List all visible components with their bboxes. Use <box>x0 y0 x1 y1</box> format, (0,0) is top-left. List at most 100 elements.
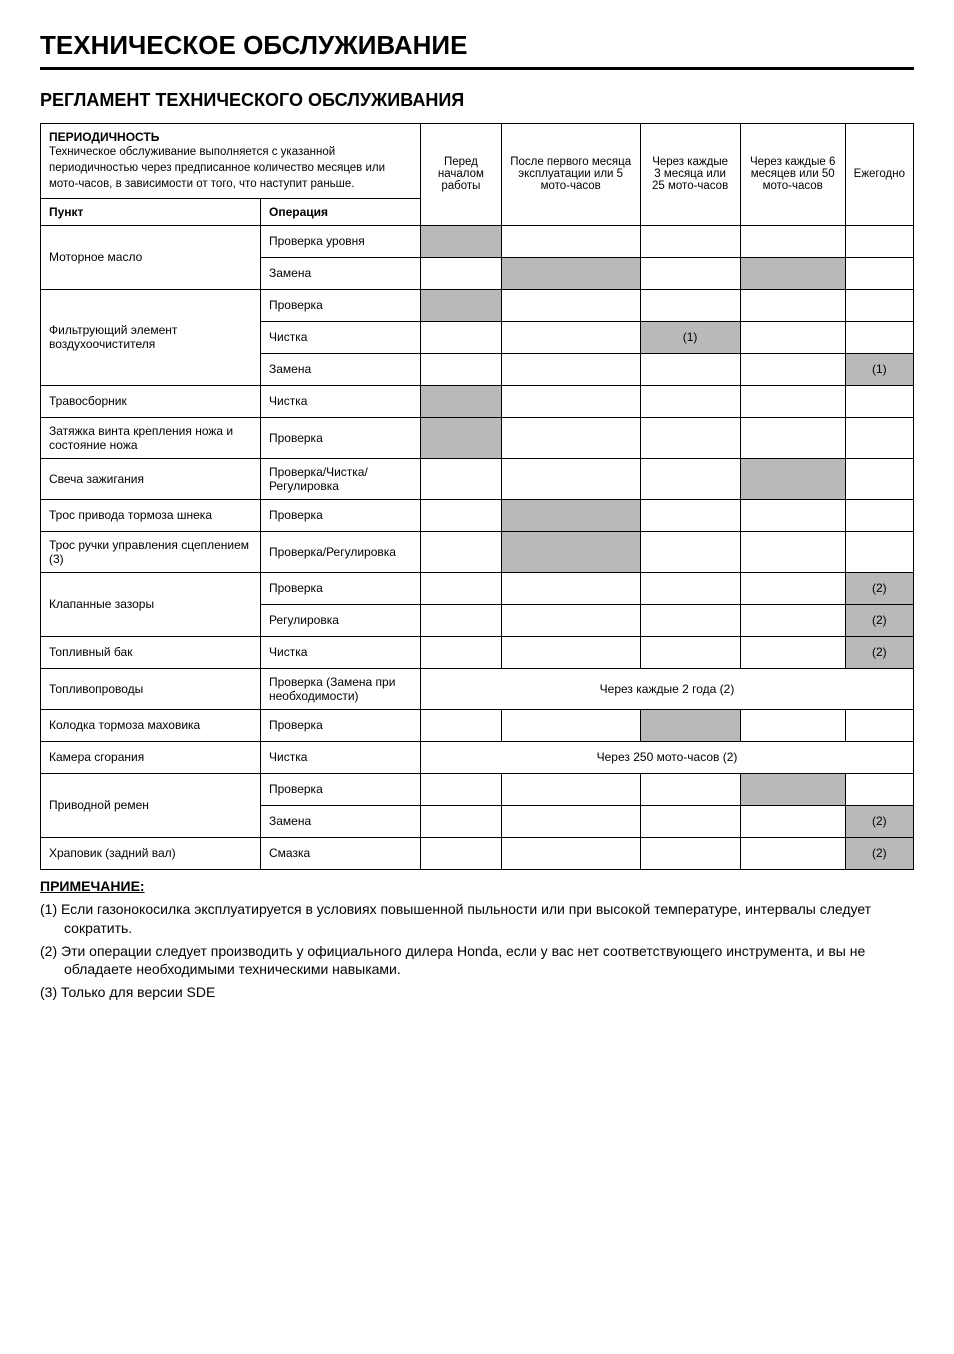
cell <box>740 636 845 668</box>
cell <box>421 321 502 353</box>
cell <box>845 499 913 531</box>
cell <box>640 604 740 636</box>
item-cell: Затяжка винта крепления ножа и состояние… <box>41 417 261 458</box>
cell <box>845 385 913 417</box>
cell-shaded <box>740 458 845 499</box>
cell <box>421 709 502 741</box>
op-cell: Замена <box>261 805 421 837</box>
op-cell: Проверка уровня <box>261 225 421 257</box>
item-cell: Трос ручки управления сцеплением (3) <box>41 531 261 572</box>
cell-shaded-note: (1) <box>640 321 740 353</box>
cell-shaded-note: (2) <box>845 636 913 668</box>
cell <box>740 289 845 321</box>
op-cell: Проверка (Замена при необходимости) <box>261 668 421 709</box>
cell-shaded <box>421 225 502 257</box>
item-cell: Клапанные зазоры <box>41 572 261 636</box>
cell <box>845 773 913 805</box>
op-cell: Проверка <box>261 499 421 531</box>
cell-shaded-note: (2) <box>845 572 913 604</box>
item-cell: Травосборник <box>41 385 261 417</box>
notes-section: ПРИМЕЧАНИЕ: (1) Если газонокосилка экспл… <box>40 878 914 1002</box>
cell <box>501 604 640 636</box>
cell-shaded <box>421 417 502 458</box>
cell <box>640 385 740 417</box>
cell <box>845 225 913 257</box>
op-cell: Чистка <box>261 636 421 668</box>
hdr-col4: Через каждые 6 месяцев или 50 мото-часов <box>740 124 845 226</box>
cell <box>421 805 502 837</box>
cell-shaded <box>421 289 502 321</box>
cell <box>740 572 845 604</box>
cell-shaded <box>501 499 640 531</box>
periodicity-desc: Техническое обслуживание выполняется с у… <box>49 146 385 190</box>
cell <box>501 458 640 499</box>
cell <box>740 499 845 531</box>
cell <box>740 805 845 837</box>
item-cell: Колодка тормоза маховика <box>41 709 261 741</box>
item-cell: Приводной ремен <box>41 773 261 837</box>
note-1: (1) Если газонокосилка эксплуатируется в… <box>40 900 914 938</box>
cell <box>421 257 502 289</box>
table-row: Трос привода тормоза шнека Проверка <box>41 499 914 531</box>
cell <box>501 636 640 668</box>
op-cell: Проверка <box>261 709 421 741</box>
table-row: Топливопроводы Проверка (Замена при необ… <box>41 668 914 709</box>
hdr-col2: После первого месяца эксплуатации или 5 … <box>501 124 640 226</box>
table-row: Трос ручки управления сцеплением (3) Про… <box>41 531 914 572</box>
table-row: Топливный бак Чистка (2) <box>41 636 914 668</box>
cell <box>421 458 502 499</box>
cell-shaded <box>640 709 740 741</box>
cell <box>640 805 740 837</box>
periodicity-bold: ПЕРИОДИЧНОСТЬ <box>49 130 159 144</box>
table-row: Приводной ремен Проверка <box>41 773 914 805</box>
cell <box>845 531 913 572</box>
cell <box>740 837 845 869</box>
span-cell: Через 250 мото-часов (2) <box>421 741 914 773</box>
item-cell: Топливный бак <box>41 636 261 668</box>
table-row: Храповик (задний вал) Смазка (2) <box>41 837 914 869</box>
maintenance-table: ПЕРИОДИЧНОСТЬ Техническое обслуживание в… <box>40 123 914 870</box>
table-row: Камера сгорания Чистка Через 250 мото-ча… <box>41 741 914 773</box>
cell <box>501 225 640 257</box>
cell <box>421 604 502 636</box>
item-cell: Моторное масло <box>41 225 261 289</box>
cell <box>845 257 913 289</box>
cell <box>740 531 845 572</box>
cell <box>640 353 740 385</box>
op-cell: Смазка <box>261 837 421 869</box>
cell <box>640 531 740 572</box>
cell <box>640 636 740 668</box>
hdr-sub-op: Операция <box>261 198 421 225</box>
cell <box>640 458 740 499</box>
cell <box>501 385 640 417</box>
cell <box>421 837 502 869</box>
hdr-col3: Через каждые 3 месяца или 25 мото-часов <box>640 124 740 226</box>
op-cell: Проверка/Чистка/ Регулировка <box>261 458 421 499</box>
cell-shaded <box>421 385 502 417</box>
cell <box>845 458 913 499</box>
cell <box>421 572 502 604</box>
cell <box>421 531 502 572</box>
op-cell: Проверка <box>261 289 421 321</box>
cell <box>740 321 845 353</box>
table-row: Моторное масло Проверка уровня <box>41 225 914 257</box>
hdr-col1: Перед началом работы <box>421 124 502 226</box>
op-cell: Регулировка <box>261 604 421 636</box>
cell <box>421 499 502 531</box>
hdr-periodicity: ПЕРИОДИЧНОСТЬ Техническое обслуживание в… <box>41 124 421 199</box>
cell <box>845 417 913 458</box>
cell <box>740 709 845 741</box>
cell <box>845 709 913 741</box>
cell-shaded-note: (2) <box>845 837 913 869</box>
cell <box>740 225 845 257</box>
op-cell: Проверка <box>261 417 421 458</box>
cell <box>501 353 640 385</box>
item-cell: Храповик (задний вал) <box>41 837 261 869</box>
cell <box>501 837 640 869</box>
cell <box>640 257 740 289</box>
cell <box>740 353 845 385</box>
notes-heading: ПРИМЕЧАНИЕ: <box>40 878 914 894</box>
op-cell: Чистка <box>261 321 421 353</box>
op-cell: Замена <box>261 257 421 289</box>
cell <box>740 604 845 636</box>
